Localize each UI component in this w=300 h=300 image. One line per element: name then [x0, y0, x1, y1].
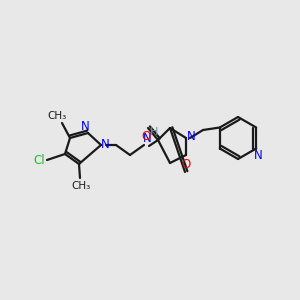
Text: H: H — [150, 127, 158, 137]
Text: N: N — [254, 149, 262, 162]
Text: CH₃: CH₃ — [47, 111, 67, 121]
Text: O: O — [141, 130, 151, 142]
Text: O: O — [182, 158, 190, 172]
Text: N: N — [187, 130, 195, 143]
Text: N: N — [81, 121, 89, 134]
Text: CH₃: CH₃ — [71, 181, 91, 191]
Text: N: N — [142, 131, 152, 145]
Text: N: N — [100, 137, 109, 151]
Text: Cl: Cl — [33, 154, 45, 167]
